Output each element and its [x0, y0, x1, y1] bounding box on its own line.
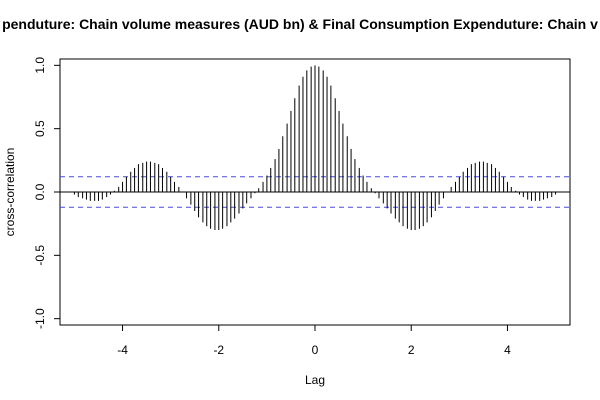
x-tick-label: -4 [117, 343, 128, 357]
x-tick-label: 4 [504, 343, 511, 357]
x-axis: -4 -2 0 2 4 [117, 325, 511, 357]
y-axis-label: cross-correlation [3, 148, 17, 237]
x-tick-label: -2 [213, 343, 224, 357]
ccf-bars [73, 65, 557, 230]
x-tick-label: 0 [312, 343, 319, 357]
x-axis-label: Lag [305, 373, 325, 387]
y-axis: -1.0 -0.5 0.0 0.5 1.0 [33, 57, 60, 329]
y-tick-label: 0.0 [33, 183, 47, 200]
y-tick-label: 1.0 [33, 57, 47, 74]
x-tick-label: 2 [408, 343, 415, 357]
y-tick-label: 0.5 [33, 120, 47, 137]
chart-title: penduture: Chain volume measures (AUD bn… [2, 16, 598, 32]
y-tick-label: -1.0 [33, 308, 47, 329]
y-tick-label: -0.5 [33, 245, 47, 266]
